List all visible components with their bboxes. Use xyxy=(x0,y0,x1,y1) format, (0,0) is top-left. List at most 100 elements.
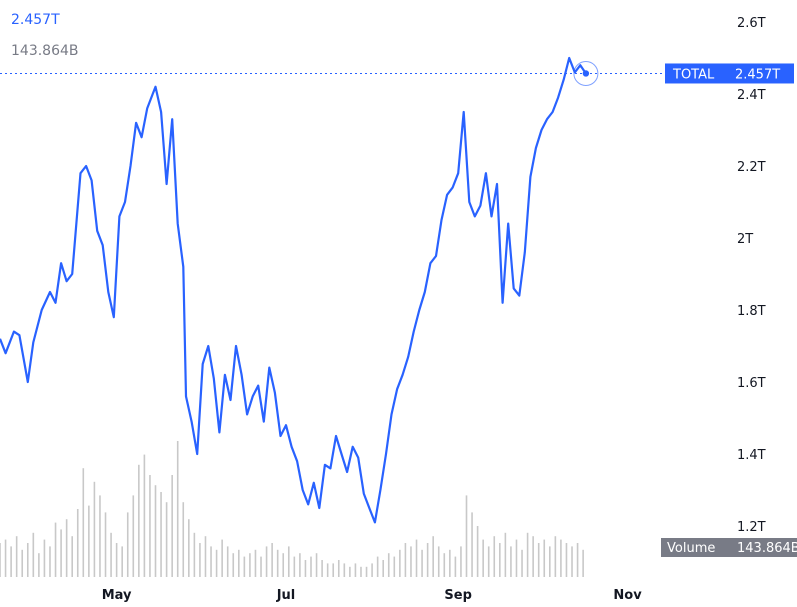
y-axis: 1.2T 1.4T 1.6T 1.8T 2T 2.2T 2.4T 2.6T xyxy=(737,16,766,535)
y-tick-label: 1.8T xyxy=(737,304,766,319)
volume-bar xyxy=(476,526,479,577)
volume-bar xyxy=(537,543,540,577)
y-tick-label: 1.6T xyxy=(737,376,766,391)
volume-bar xyxy=(432,536,434,577)
volume-bar xyxy=(421,549,423,577)
volume-bar xyxy=(65,519,68,577)
volume-bar xyxy=(360,566,362,577)
volume-bar xyxy=(376,556,379,577)
price-badge: TOTAL 2.457T xyxy=(665,63,794,84)
volume-bar xyxy=(349,566,351,577)
volume-bar xyxy=(76,509,79,577)
volume-bar xyxy=(354,563,357,577)
volume-bar xyxy=(293,556,296,577)
volume-bar xyxy=(4,539,7,577)
volume-bar xyxy=(482,539,484,577)
volume-bar xyxy=(371,563,373,577)
volume-bar xyxy=(221,539,223,577)
volume-bar xyxy=(443,553,446,577)
volume-bar xyxy=(154,485,157,577)
volume-bar xyxy=(271,543,273,577)
volume-bar xyxy=(88,505,90,577)
volume-bar xyxy=(204,536,207,577)
y-tick-label: 2.6T xyxy=(737,16,766,31)
volume-bar xyxy=(499,543,501,577)
volume-bar xyxy=(410,546,412,577)
volume-badge-value: 143.864B xyxy=(737,541,797,556)
volume-bar xyxy=(165,502,168,577)
volume-bar xyxy=(121,546,123,577)
x-tick-label: Sep xyxy=(444,588,472,603)
volume-bar xyxy=(71,536,73,577)
volume-bar xyxy=(299,553,301,577)
volume-bar xyxy=(226,546,229,577)
volume-bar xyxy=(60,529,62,577)
volume-bar xyxy=(415,539,418,577)
volume-bar xyxy=(15,536,18,577)
volume-bar xyxy=(276,549,279,577)
volume-bar xyxy=(260,556,262,577)
volume-bar xyxy=(115,543,118,577)
volume-bar xyxy=(238,549,240,577)
volume-bar xyxy=(143,454,146,577)
volume-bar xyxy=(387,553,390,577)
volume-bar xyxy=(93,481,96,577)
y-tick-label: 2.4T xyxy=(737,88,766,103)
volume-badge-label: Volume xyxy=(667,541,715,556)
volume-bar xyxy=(193,532,196,577)
volume-bar xyxy=(287,546,290,577)
volume-bar xyxy=(243,556,246,577)
y-tick-label: 2T xyxy=(737,232,753,247)
volume-bar xyxy=(426,543,429,577)
volume-bar xyxy=(554,536,557,577)
volume-bar xyxy=(571,546,573,577)
volume-bar xyxy=(160,492,162,577)
volume-bar xyxy=(404,543,407,577)
volume-bar xyxy=(304,560,307,577)
volume-bar xyxy=(465,495,468,577)
volume-bar xyxy=(215,549,218,577)
volume-bar xyxy=(82,468,85,577)
volume-bar xyxy=(493,536,496,577)
volume-bar xyxy=(437,546,440,577)
volume-bar xyxy=(99,495,101,577)
volume-bar xyxy=(332,563,335,577)
volume-bar xyxy=(199,543,201,577)
volume-bar xyxy=(210,546,212,577)
volume-bar xyxy=(176,441,179,577)
y-tick-label: 2.2T xyxy=(737,160,766,175)
volume-bar xyxy=(399,549,401,577)
volume-bar xyxy=(249,553,251,577)
volume-bar xyxy=(393,556,396,577)
volume-bar xyxy=(515,539,518,577)
volume-bar xyxy=(104,512,107,577)
x-tick-label: Nov xyxy=(613,588,642,603)
volume-bar xyxy=(460,546,462,577)
volume-bar xyxy=(343,563,346,577)
last-point-ring xyxy=(573,60,599,86)
volume-bar xyxy=(32,532,35,577)
volume-bar xyxy=(365,566,368,577)
volume-bar xyxy=(254,549,257,577)
volume-bar xyxy=(188,519,190,577)
volume-bar xyxy=(110,532,112,577)
volume-bar xyxy=(171,475,173,577)
volume-bar xyxy=(321,560,323,577)
volume-bar xyxy=(521,549,523,577)
volume-bar xyxy=(449,549,451,577)
volume-bar xyxy=(326,563,329,577)
volume-bar xyxy=(282,553,285,577)
header-volume: 143.864B xyxy=(11,43,79,59)
price-badge-value: 2.457T xyxy=(735,67,780,82)
volume-bar xyxy=(454,556,457,577)
volume-bar xyxy=(510,546,512,577)
volume-bar xyxy=(310,556,312,577)
volume-bar xyxy=(532,536,534,577)
volume-bar xyxy=(337,560,340,577)
volume-bar xyxy=(54,522,57,577)
volume-bar xyxy=(138,464,140,577)
volume-bar xyxy=(0,543,1,577)
volume-bar xyxy=(149,475,151,577)
volume-bar xyxy=(543,539,546,577)
